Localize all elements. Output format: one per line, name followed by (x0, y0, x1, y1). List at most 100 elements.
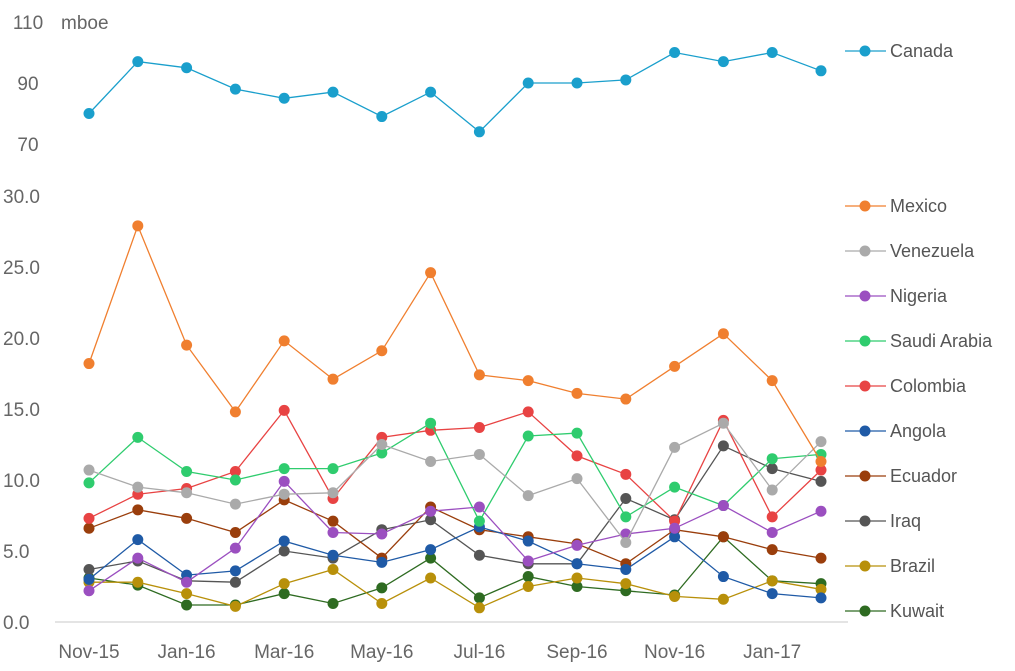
data-point-canada (83, 108, 95, 119)
series-mexico (83, 220, 827, 468)
data-point-nigeria (132, 552, 144, 564)
data-point-mexico (278, 335, 290, 347)
legend-label-ecuador: Ecuador (890, 466, 957, 486)
data-point-canada (376, 111, 388, 123)
data-point-colombia (620, 468, 632, 480)
data-point-saudi-arabia (229, 474, 241, 486)
data-point-nigeria (327, 527, 339, 539)
data-point-angola (815, 592, 827, 604)
data-point-mexico (229, 406, 241, 418)
series-venezuela (83, 417, 827, 548)
series-iraq (83, 440, 827, 588)
data-point-angola (571, 558, 583, 570)
data-point-venezuela (229, 498, 241, 510)
data-point-venezuela (571, 473, 583, 485)
data-point-saudi-arabia (83, 477, 95, 489)
data-point-ecuador (327, 515, 339, 527)
data-point-saudi-arabia (425, 417, 437, 429)
x-tick-label: Nov-15 (58, 642, 119, 663)
data-point-mexico (766, 375, 778, 387)
legend-label-canada: Canada (890, 41, 954, 61)
y-tick-label: 0.0 (3, 613, 29, 634)
legend-item-brazil: Brazil (845, 556, 935, 576)
x-tick-label: Jan-16 (158, 642, 216, 663)
data-point-kuwait (571, 581, 583, 592)
series-line-colombia (88, 409, 822, 523)
y-tick-label-top: 110 (13, 13, 43, 34)
data-point-colombia (229, 465, 241, 477)
data-point-nigeria (669, 522, 681, 534)
data-point-mexico (571, 387, 583, 399)
legend-label-brazil: Brazil (890, 556, 935, 576)
data-point-iraq (620, 492, 632, 504)
data-point-saudi-arabia (278, 463, 290, 475)
data-point-nigeria (83, 585, 95, 597)
data-point-mexico (181, 339, 193, 351)
series-line-nigeria (88, 480, 822, 592)
data-point-iraq (229, 576, 241, 588)
data-point-ecuador (181, 512, 193, 524)
data-point-mexico (669, 360, 681, 372)
x-tick-label: Nov-16 (644, 642, 705, 663)
legend-label-angola: Angola (890, 421, 947, 441)
data-point-angola (717, 571, 729, 583)
data-point-brazil (766, 575, 778, 587)
data-point-saudi-arabia (522, 430, 534, 442)
data-point-angola (83, 573, 95, 585)
data-point-mexico (473, 369, 485, 381)
data-point-canada (669, 47, 681, 58)
data-point-angola (327, 549, 339, 561)
series-canada (83, 47, 827, 138)
series-line-ecuador (88, 499, 822, 565)
data-point-venezuela (425, 456, 437, 468)
data-point-mexico (815, 456, 827, 468)
data-point-venezuela (815, 436, 827, 448)
data-point-ecuador (815, 552, 827, 564)
data-point-ecuador (766, 544, 778, 556)
x-tick-label: Jan-17 (743, 642, 801, 663)
data-point-canada (278, 92, 290, 104)
data-point-iraq (83, 563, 95, 575)
legend: Canada Mexico Venezuela Nigeria Saudi Arabia… (845, 41, 993, 621)
chart-panel-top: 110 90 70 mboe (13, 13, 827, 156)
data-point-colombia (83, 512, 95, 524)
chart-panel-bottom: 30.0 25.0 20.0 15.0 10.0 5.0 0.0 (3, 187, 827, 634)
legend-marker-canada (859, 45, 871, 57)
legend-marker-saudi-arabia (859, 335, 871, 347)
data-point-saudi-arabia (473, 515, 485, 527)
data-point-nigeria (181, 576, 193, 588)
data-point-angola (278, 535, 290, 547)
data-point-venezuela (522, 490, 534, 502)
y-tick-label-top: 90 (17, 74, 38, 95)
series-line-angola (88, 526, 822, 599)
data-point-venezuela (278, 488, 290, 500)
data-point-angola (766, 588, 778, 600)
data-point-brazil (620, 578, 632, 590)
data-point-nigeria (278, 475, 290, 487)
series-line-kuwait (88, 535, 822, 606)
legend-item-canada: Canada (845, 41, 954, 61)
series-colombia (83, 404, 827, 527)
legend-marker-venezuela (859, 245, 871, 257)
data-point-venezuela (132, 481, 144, 493)
data-point-angola (376, 556, 388, 568)
data-point-brazil (669, 590, 681, 602)
data-point-mexico (717, 328, 729, 340)
legend-marker-mexico (859, 200, 871, 212)
unit-label: mboe (61, 13, 109, 34)
data-point-nigeria (571, 539, 583, 551)
data-point-brazil (815, 583, 827, 595)
series-ecuador (83, 494, 827, 570)
data-point-brazil (473, 602, 485, 614)
data-point-brazil (376, 598, 388, 610)
data-point-saudi-arabia (376, 447, 388, 459)
data-point-kuwait (522, 571, 534, 583)
legend-item-nigeria: Nigeria (845, 286, 948, 306)
data-point-saudi-arabia (766, 453, 778, 465)
x-tick-label: May-16 (350, 642, 413, 663)
data-point-mexico (132, 220, 144, 232)
data-point-angola (620, 563, 632, 575)
data-point-iraq (766, 463, 778, 475)
legend-item-iraq: Iraq (845, 511, 921, 531)
